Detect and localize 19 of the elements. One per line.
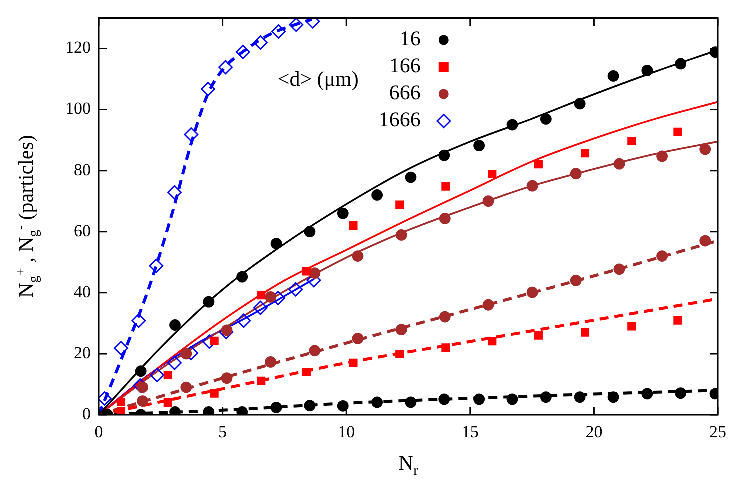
x-tick-label: 10 xyxy=(338,422,356,442)
x-tick-label: 15 xyxy=(462,422,479,442)
legend-label: 166 xyxy=(389,54,421,78)
x-tick-label: 5 xyxy=(218,422,228,442)
legend-label: 16 xyxy=(400,26,421,51)
x-tick-label: 20 xyxy=(586,422,603,442)
y-tick-label: 20 xyxy=(74,343,91,362)
x-axis-title: N$_{r}$ xyxy=(398,451,418,480)
y-tick-label: 120 xyxy=(66,38,91,58)
y-tick-label: 100 xyxy=(66,99,91,118)
y-tick-label: 60 xyxy=(74,221,91,240)
y-tick-label: 80 xyxy=(74,160,91,180)
y-tick-label: 0 xyxy=(82,404,91,424)
legend-label: 666 xyxy=(389,80,421,105)
legend-label: 1666 xyxy=(378,108,421,132)
legend-title: <d> (μm) xyxy=(278,67,359,92)
y-tick-label: 40 xyxy=(74,282,91,302)
x-tick-label: 0 xyxy=(94,422,104,442)
x-tick-label: 25 xyxy=(710,422,726,442)
